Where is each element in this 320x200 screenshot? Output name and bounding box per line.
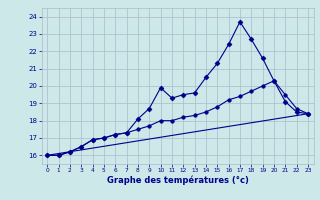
X-axis label: Graphe des températures (°c): Graphe des températures (°c) — [107, 176, 249, 185]
